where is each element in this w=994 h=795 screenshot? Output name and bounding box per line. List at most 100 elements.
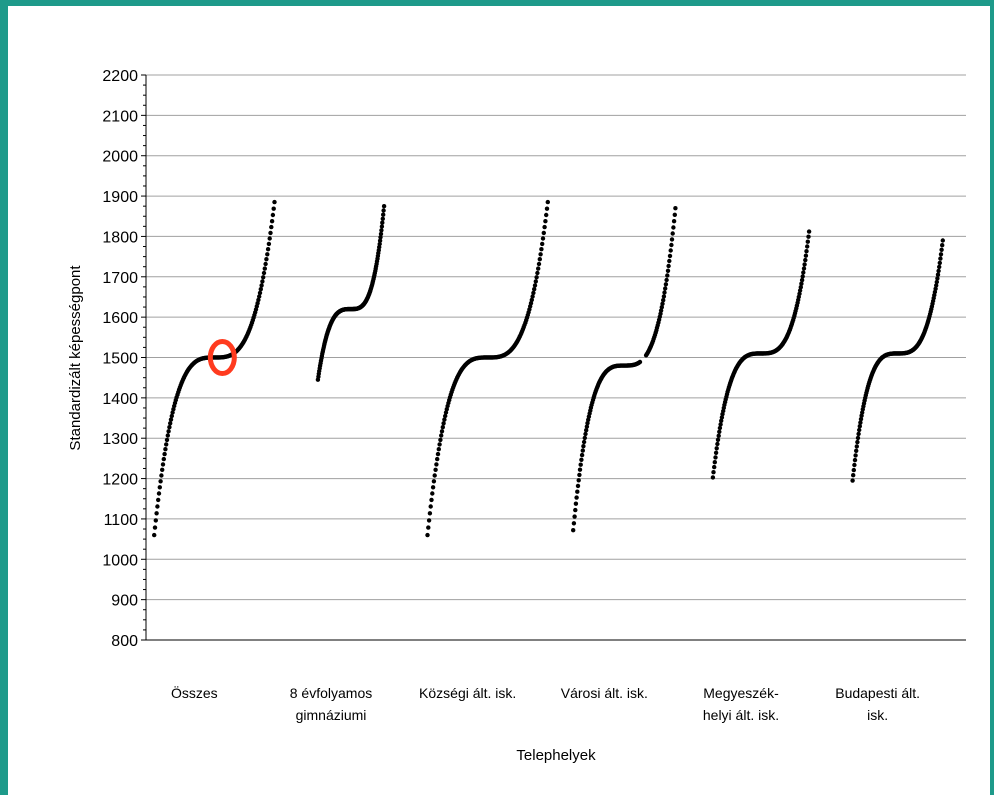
data-point [858, 416, 864, 422]
data-point [534, 275, 539, 280]
category-labels: Összes 8 évfolyamos gimnáziumi Községi ált.… [171, 684, 920, 723]
data-point [265, 247, 271, 252]
data-point [532, 287, 537, 292]
data-point [940, 243, 945, 248]
y-tick-label: 2100 [102, 108, 138, 125]
data-point [426, 525, 431, 530]
data-point [427, 511, 433, 516]
y-tick-label: 1200 [102, 472, 138, 489]
data-point [571, 521, 577, 526]
data-point [671, 225, 676, 230]
y-axis-label: Standardizált képességpont [67, 265, 84, 451]
data-point [260, 279, 265, 284]
data-point [714, 446, 719, 451]
data-point [431, 479, 437, 484]
data-point [272, 199, 277, 205]
category-label: Megyeszék- [703, 685, 779, 701]
data-point [669, 242, 674, 248]
data-point [255, 301, 260, 306]
data-point [540, 236, 546, 241]
data-point [573, 501, 579, 506]
y-tick-label: 1900 [102, 189, 138, 206]
data-point [429, 497, 434, 503]
data-point [583, 431, 588, 437]
y-tick-label: 900 [111, 593, 138, 610]
data-point [443, 413, 448, 419]
data-point [578, 462, 583, 467]
data-point [442, 417, 447, 422]
data-point [378, 231, 384, 237]
data-point [269, 224, 274, 230]
data-point [153, 518, 158, 523]
data-point [719, 418, 724, 423]
data-point [162, 451, 167, 457]
data-point [530, 294, 535, 299]
data-points [152, 199, 945, 538]
data-point [853, 453, 858, 458]
data-point [934, 279, 939, 285]
data-point [712, 464, 717, 470]
data-point [532, 283, 538, 288]
category-label: Községi ált. isk. [419, 685, 516, 701]
data-point [160, 462, 166, 467]
data-point [545, 199, 550, 205]
data-point [937, 260, 942, 266]
data-point [933, 286, 938, 291]
data-point [258, 287, 263, 292]
data-point [575, 483, 581, 489]
data-point [798, 285, 803, 290]
data-point [855, 435, 861, 441]
data-point [934, 283, 939, 288]
data-point [940, 238, 945, 243]
category-label: Városi ált. isk. [561, 685, 648, 701]
data-point [270, 212, 276, 218]
data-point [938, 252, 944, 257]
data-point [257, 294, 262, 299]
window-frame-top [0, 0, 994, 6]
data-point [259, 283, 264, 288]
data-point [156, 491, 162, 496]
data-point [163, 447, 168, 452]
y-tick-label: 2000 [102, 149, 138, 166]
data-point [157, 485, 162, 490]
data-point [801, 266, 807, 271]
data-point [719, 415, 725, 420]
data-point [585, 420, 590, 426]
data-point [659, 305, 664, 310]
category-label-line2: helyi ált. isk. [703, 707, 779, 723]
data-point [529, 297, 534, 303]
data-point [852, 457, 858, 463]
y-tick-label: 1500 [102, 351, 138, 368]
data-point [574, 495, 579, 500]
data-point [256, 297, 261, 303]
y-tick-label: 1000 [102, 552, 138, 569]
data-point [576, 478, 581, 483]
data-point [939, 247, 944, 252]
data-point [854, 448, 859, 453]
data-point [581, 439, 587, 445]
data-point [164, 437, 170, 443]
data-point [667, 258, 672, 264]
data-point [542, 224, 547, 230]
data-point [716, 433, 721, 438]
data-point [937, 264, 942, 270]
data-point [669, 237, 675, 242]
data-point [805, 239, 810, 244]
data-point [166, 429, 171, 434]
data-point [800, 274, 805, 279]
data-point [440, 425, 445, 430]
data-point [660, 301, 665, 306]
data-point [935, 276, 940, 281]
data-point [379, 228, 384, 233]
y-tick-label: 1300 [102, 431, 138, 448]
data-point [432, 473, 437, 478]
data-point [434, 462, 439, 467]
data-point [378, 235, 383, 240]
data-point [673, 206, 678, 211]
y-tick-label: 800 [111, 633, 138, 650]
data-point [538, 252, 543, 257]
data-point [263, 261, 268, 267]
data-point [711, 470, 716, 475]
data-point [161, 456, 166, 462]
